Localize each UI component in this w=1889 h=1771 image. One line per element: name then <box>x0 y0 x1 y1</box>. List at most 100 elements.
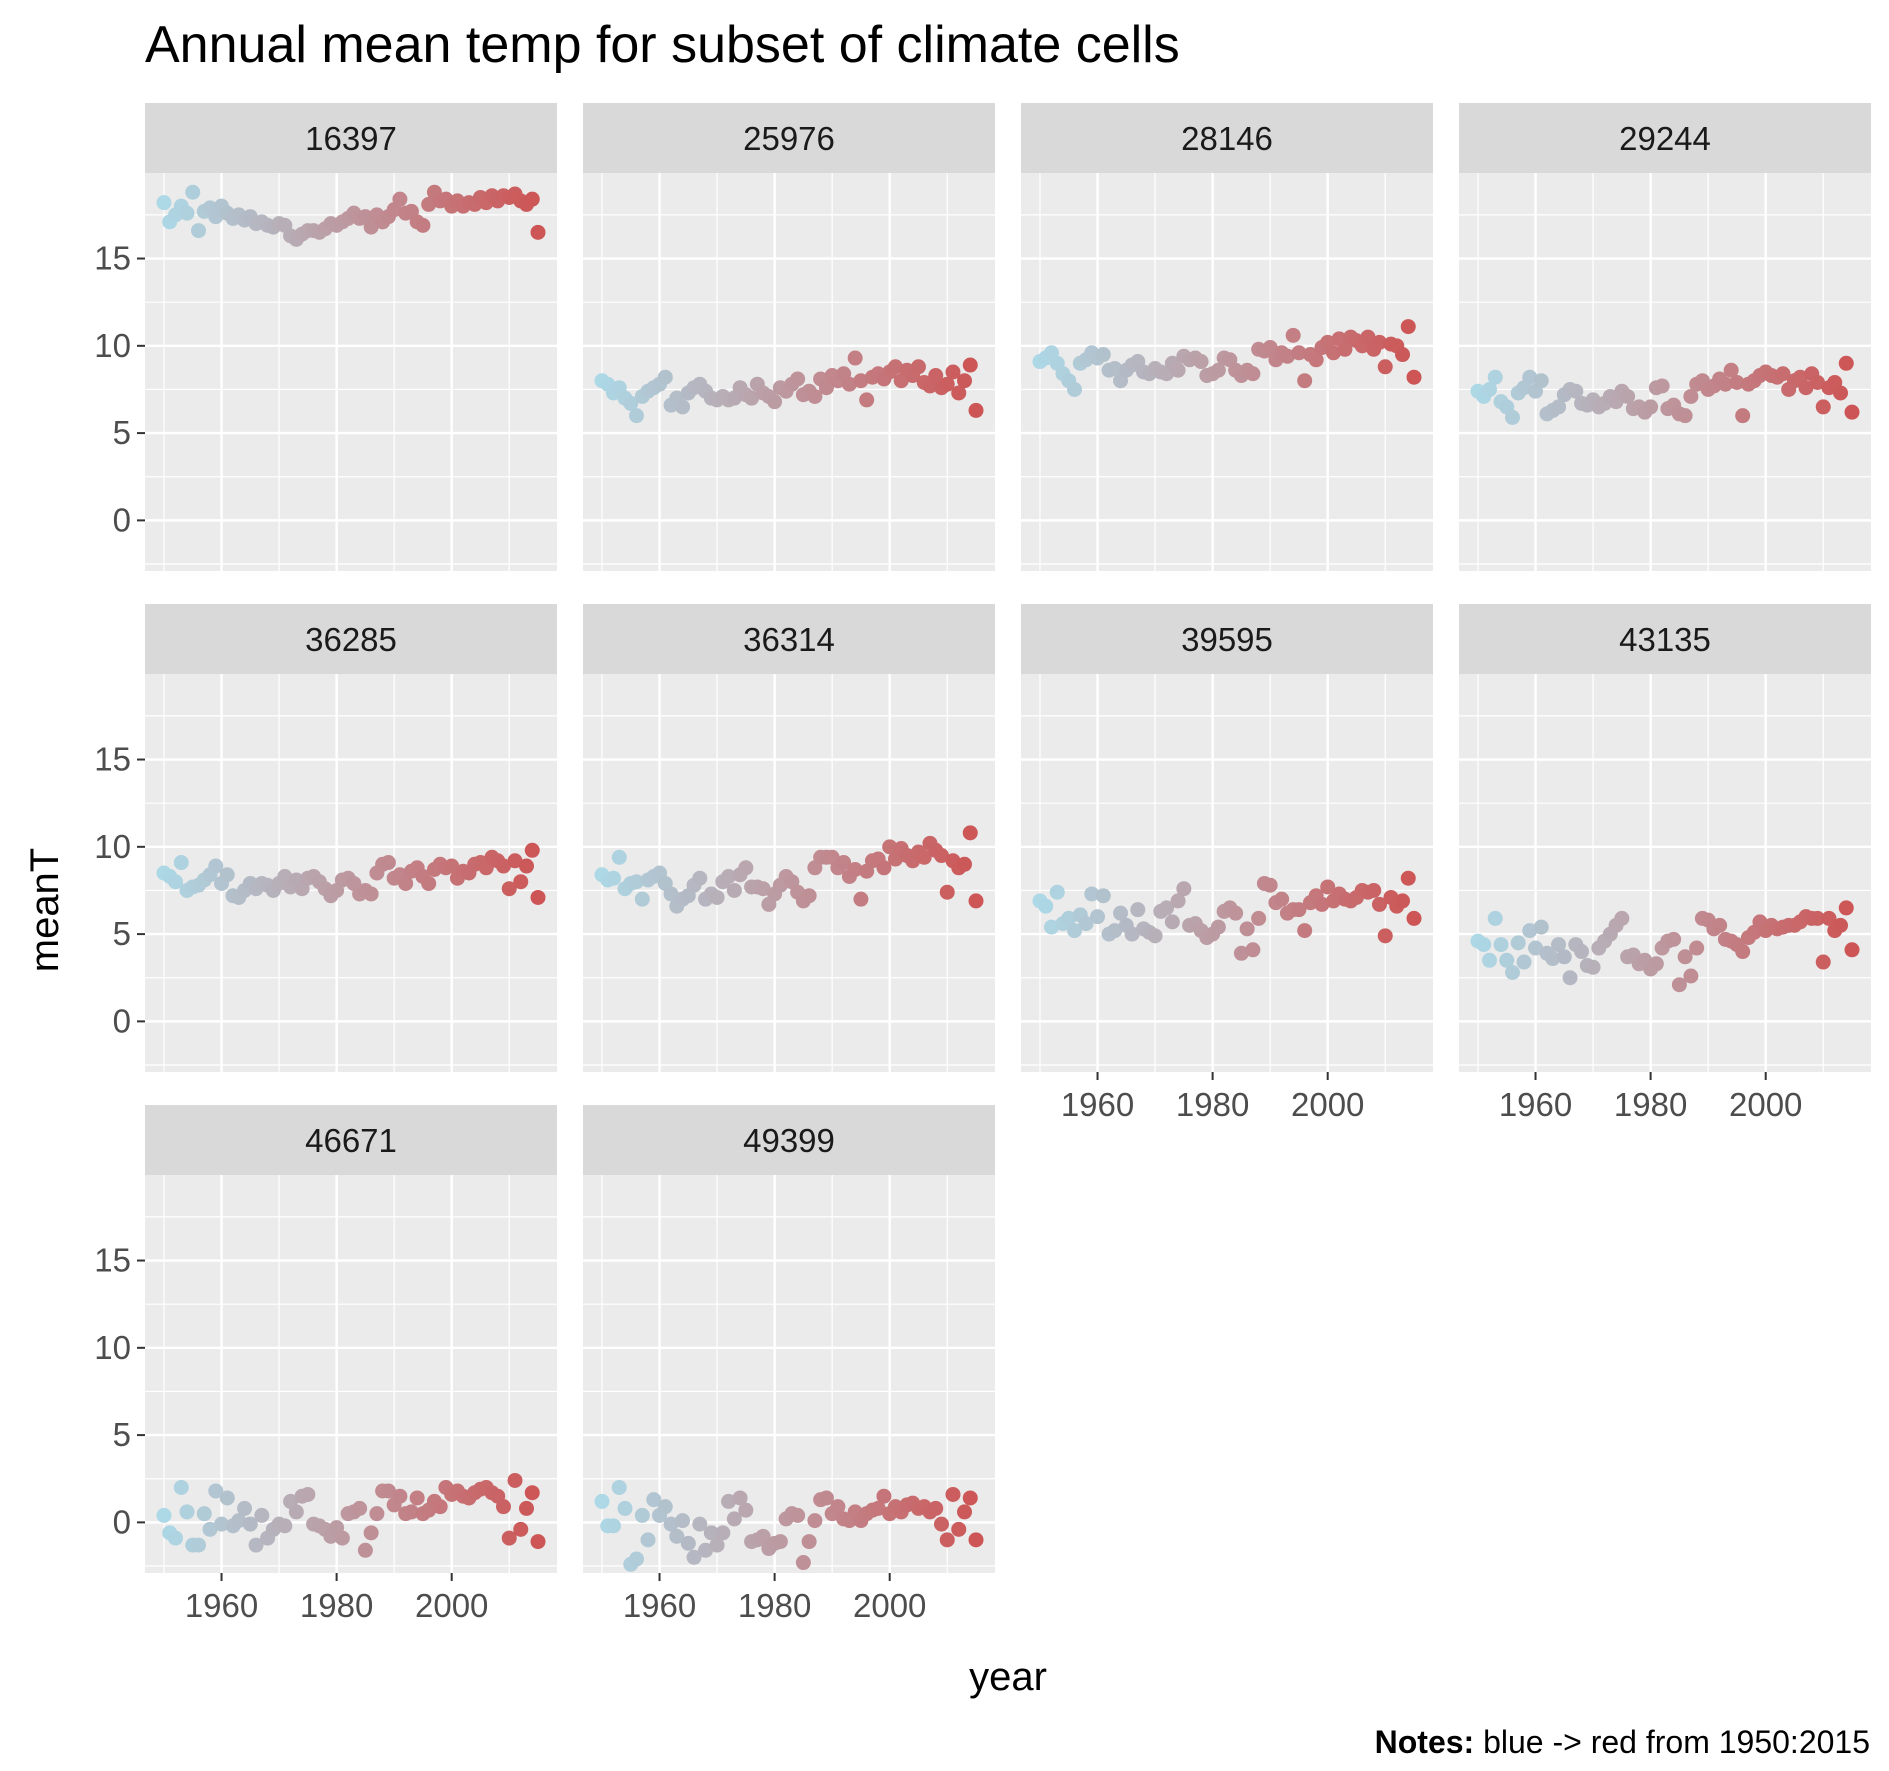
data-point <box>1078 916 1094 932</box>
data-point <box>513 1521 529 1537</box>
x-tick-label: 2000 <box>853 1587 926 1624</box>
data-point <box>1262 877 1278 893</box>
data-point <box>1325 345 1341 361</box>
data-point <box>1297 373 1313 389</box>
y-tick-label: 5 <box>113 1416 131 1453</box>
data-point <box>334 1530 350 1546</box>
data-point <box>1371 896 1387 912</box>
data-point <box>611 1479 627 1495</box>
facet-strip <box>583 1105 995 1175</box>
data-point <box>1522 369 1538 385</box>
data-point <box>876 860 892 876</box>
data-point <box>1170 893 1186 909</box>
data-point <box>853 373 869 389</box>
facet-strip <box>145 1105 557 1175</box>
panel-background <box>1459 674 1871 1072</box>
data-point <box>1049 884 1065 900</box>
data-point <box>1279 348 1295 364</box>
data-point <box>444 858 460 874</box>
data-point <box>629 408 645 424</box>
data-point <box>1833 917 1849 933</box>
data-point <box>288 1504 304 1520</box>
data-point <box>432 1499 448 1515</box>
data-point <box>1677 408 1693 424</box>
data-point <box>818 1490 834 1506</box>
data-point <box>1809 374 1825 390</box>
data-point <box>703 1525 719 1541</box>
data-point <box>1291 345 1307 361</box>
data-point <box>398 875 414 891</box>
data-point <box>219 867 235 883</box>
panel-36285: 36285 0 5 10 15 <box>94 604 557 1072</box>
data-point <box>519 858 535 874</box>
facet-strip <box>1021 604 1433 674</box>
facet-strip-label: 36285 <box>305 621 397 658</box>
panel-28146: 28146 <box>1021 103 1433 571</box>
data-point <box>1274 891 1290 907</box>
data-point <box>1729 374 1745 390</box>
y-tick-label: 0 <box>113 501 131 538</box>
data-point <box>1210 362 1226 378</box>
data-point <box>1585 959 1601 975</box>
data-point <box>1551 937 1567 953</box>
data-point <box>790 1507 806 1523</box>
data-point <box>1320 879 1336 895</box>
data-point <box>933 848 949 864</box>
facet-strip-label: 36314 <box>743 621 835 658</box>
data-point <box>1176 881 1192 897</box>
data-point <box>185 184 201 200</box>
data-point <box>830 1499 846 1515</box>
data-point <box>594 1493 610 1509</box>
data-point <box>1285 327 1301 343</box>
data-point <box>738 860 754 876</box>
data-point <box>887 359 903 375</box>
data-point <box>841 376 857 392</box>
x-tick-label: 1960 <box>623 1587 696 1624</box>
data-point <box>795 1555 811 1571</box>
facet-panels: 16397 0 5 10 15 25976 28146 29244 36285 0 5 10 15 363… <box>94 103 1871 1624</box>
x-tick-label: 2000 <box>1729 1086 1802 1123</box>
data-point <box>524 1485 540 1501</box>
data-point <box>1815 954 1831 970</box>
data-point <box>1833 385 1849 401</box>
data-point <box>179 1504 195 1520</box>
x-axis-title: year <box>969 1655 1047 1699</box>
data-point <box>605 1518 621 1534</box>
x-tick-label: 1980 <box>1176 1086 1249 1123</box>
panel-background <box>145 173 557 571</box>
facet-strip <box>583 604 995 674</box>
data-point <box>507 1472 523 1488</box>
y-tick-label: 5 <box>113 915 131 952</box>
facet-strip-label: 39595 <box>1181 621 1273 658</box>
data-point <box>1262 340 1278 356</box>
y-tick-label: 10 <box>94 828 131 865</box>
data-point <box>1689 940 1705 956</box>
data-point <box>962 357 978 373</box>
data-point <box>686 1549 702 1565</box>
data-point <box>611 849 627 865</box>
data-point <box>392 191 408 207</box>
data-point <box>392 1488 408 1504</box>
data-point <box>847 862 863 878</box>
data-point <box>1815 399 1831 415</box>
data-point <box>876 1488 892 1504</box>
data-point <box>675 399 691 415</box>
data-point <box>208 858 224 874</box>
data-point <box>196 1506 212 1522</box>
data-point <box>968 402 984 418</box>
facet-strip <box>583 103 995 173</box>
data-point <box>495 858 511 874</box>
data-point <box>910 359 926 375</box>
x-tick-label: 1960 <box>1061 1086 1134 1123</box>
data-point <box>1574 944 1590 960</box>
facet-strip-label: 25976 <box>743 120 835 157</box>
data-point <box>1545 951 1561 967</box>
data-point <box>657 369 673 385</box>
data-point <box>1533 919 1549 935</box>
data-point <box>300 1486 316 1502</box>
data-point <box>1568 383 1584 399</box>
y-tick-label: 10 <box>94 327 131 364</box>
data-point <box>524 842 540 858</box>
data-point <box>646 1492 662 1508</box>
panel-background <box>1021 173 1433 571</box>
